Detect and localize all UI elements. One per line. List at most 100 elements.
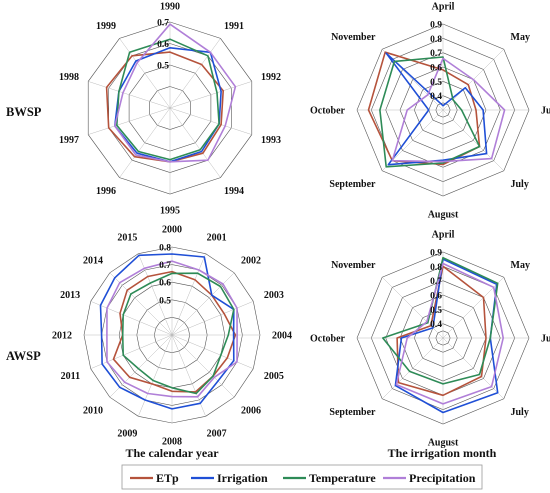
category-label: June <box>541 334 550 345</box>
radial-tick-label: 0.5 <box>159 296 171 306</box>
category-label: August <box>428 438 459 449</box>
radial-tick-label: 0.6 <box>430 64 442 74</box>
radial-tick-label: 0.6 <box>159 279 171 289</box>
grid-spoke <box>442 337 504 399</box>
series-precipitation-line <box>114 23 237 163</box>
legend-label-irrigation: Irrigation <box>217 471 268 485</box>
series-etp-line <box>367 51 481 166</box>
category-label: 2003 <box>264 290 284 301</box>
category-label: 1999 <box>96 21 116 32</box>
category-label: 2002 <box>241 256 261 267</box>
category-label: 2013 <box>60 290 80 301</box>
grid-spoke <box>90 301 173 336</box>
grid-spoke <box>169 38 221 109</box>
category-label: September <box>329 407 376 418</box>
radial-tick-label: 0.8 <box>430 35 442 45</box>
category-label: 2005 <box>264 371 284 382</box>
radial-tick-label: 0.6 <box>430 292 442 302</box>
radar-bottom-right: 0.4 0.5 0.6 0.7 0.8 0.9 April May June July August… <box>310 230 550 449</box>
grid-spoke <box>171 253 206 336</box>
series-irrigation-line <box>385 52 488 166</box>
series-etp-line <box>396 265 487 397</box>
radial-tick-label: 0.8 <box>430 263 442 273</box>
radial-tick-label: 0.7 <box>157 19 169 29</box>
radar-top-right: 0.4 0.5 0.6 0.7 0.8 0.9 April May June July August… <box>310 2 550 221</box>
grid-spoke <box>169 107 252 135</box>
grid-spoke <box>138 334 173 417</box>
grid-spoke <box>171 334 254 369</box>
category-label: May <box>511 260 530 271</box>
legend-label-precipitation: Precipitation <box>409 471 476 485</box>
series-irrigation-line <box>99 253 235 410</box>
grid-spoke <box>138 253 173 336</box>
grid-spoke <box>90 334 173 369</box>
series-temperature-line <box>116 38 220 161</box>
row-label-top: BWSP <box>6 105 42 119</box>
category-label: 2000 <box>162 225 182 236</box>
series-precipitation-line <box>106 260 238 398</box>
series-temperature-line <box>379 56 481 168</box>
radial-tick-label: 0.4 <box>430 320 442 330</box>
category-label: 2007 <box>207 428 227 439</box>
series-temperature-line <box>121 272 235 395</box>
caption-bottom-left: The calendar year <box>125 446 219 460</box>
grid-spoke <box>88 107 171 135</box>
category-label: 2009 <box>117 428 137 439</box>
category-label: July <box>511 407 529 418</box>
category-label: June <box>541 106 550 117</box>
category-label: 2008 <box>162 437 182 448</box>
radial-tick-label: 0.7 <box>430 49 442 59</box>
category-label: November <box>331 260 376 271</box>
grid-spoke <box>169 81 252 109</box>
grid-spoke <box>442 109 504 171</box>
category-label: 1991 <box>224 21 244 32</box>
category-label: July <box>511 179 529 190</box>
category-label: May <box>511 32 530 43</box>
legend: ETp Irrigation Temperature Precipitation <box>121 464 483 490</box>
series-etp-line <box>112 270 237 393</box>
radar-panels: 0.5 0.6 0.7 1990 1991 1992 1993 1994 1995 1996 199… <box>52 2 550 449</box>
category-label: April <box>432 2 455 13</box>
radial-tick-label: 0.7 <box>159 261 171 271</box>
grid-spoke <box>88 81 171 109</box>
category-label: 2001 <box>207 233 227 244</box>
category-label: October <box>310 334 346 345</box>
series-precipitation-line <box>391 57 506 163</box>
category-label: 2015 <box>117 233 137 244</box>
radar-bottom-left: 0.5 0.6 0.7 0.8 2000 2001 2002 2003 2004 2005 2006… <box>52 225 292 448</box>
radial-tick-label: 0.6 <box>157 40 169 50</box>
grid-spoke <box>171 334 235 398</box>
category-label: 2012 <box>52 331 72 342</box>
radial-tick-label: 0.9 <box>430 21 442 31</box>
legend-label-etp: ETp <box>156 471 179 485</box>
category-label: September <box>329 179 376 190</box>
grid-spoke <box>169 107 221 178</box>
category-label: 2014 <box>83 256 103 267</box>
category-label: 1992 <box>261 72 281 83</box>
category-label: 1998 <box>59 72 79 83</box>
legend-label-temperature: Temperature <box>309 471 376 485</box>
category-label: 1994 <box>224 186 244 197</box>
category-label: 1995 <box>160 206 180 217</box>
category-label: August <box>428 210 459 221</box>
category-label: 2011 <box>61 371 80 382</box>
radar-top-left: 0.5 0.6 0.7 1990 1991 1992 1993 1994 1995 1996 199… <box>59 2 281 217</box>
category-label: November <box>331 32 376 43</box>
row-label-bottom: AWSP <box>6 349 41 363</box>
category-label: 2006 <box>241 406 261 417</box>
radial-tick-label: 0.5 <box>157 62 169 72</box>
category-label: 2010 <box>83 406 103 417</box>
radial-tick-label: 0.8 <box>159 244 171 254</box>
category-label: 1993 <box>261 135 281 146</box>
category-label: April <box>432 230 455 241</box>
radial-tick-label: 0.5 <box>430 306 442 316</box>
category-label: 1990 <box>160 2 180 13</box>
grid-spoke <box>382 337 444 399</box>
radial-tick-label: 0.4 <box>430 92 442 102</box>
radial-tick-label: 0.5 <box>430 78 442 88</box>
series-precipitation-line <box>395 262 505 405</box>
grid-spoke <box>119 107 171 178</box>
grid-spoke <box>171 272 235 336</box>
category-label: 1996 <box>96 186 116 197</box>
